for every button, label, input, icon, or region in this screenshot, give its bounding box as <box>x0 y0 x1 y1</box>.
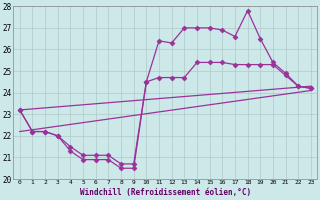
X-axis label: Windchill (Refroidissement éolien,°C): Windchill (Refroidissement éolien,°C) <box>80 188 251 197</box>
